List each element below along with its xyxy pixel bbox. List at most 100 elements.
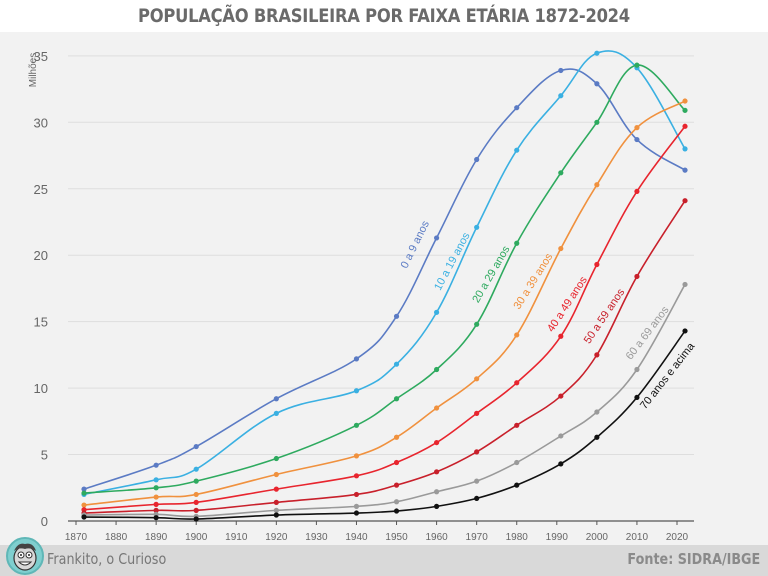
- data-point: [634, 188, 640, 195]
- data-point: [393, 459, 400, 466]
- x-tick-label: 2020: [666, 532, 689, 543]
- data-point: [682, 123, 688, 129]
- data-point: [193, 443, 199, 450]
- data-point: [682, 146, 688, 152]
- data-point: [393, 499, 400, 505]
- data-point: [193, 466, 199, 472]
- data-point: [474, 376, 480, 382]
- data-point: [153, 515, 159, 521]
- data-point: [558, 433, 564, 439]
- source-credit: Fonte: SIDRA/IBGE: [627, 550, 760, 568]
- data-point: [558, 333, 564, 339]
- data-point: [474, 156, 480, 163]
- y-tick-label: 10: [34, 381, 48, 396]
- series-line: [83, 68, 686, 490]
- data-point: [514, 482, 520, 488]
- data-point: [434, 469, 440, 475]
- data-point: [634, 366, 640, 373]
- data-point: [273, 512, 279, 518]
- data-point: [273, 471, 279, 478]
- data-point: [193, 516, 199, 522]
- data-point: [558, 67, 564, 74]
- data-point: [558, 461, 564, 467]
- x-tick-label: 1870: [65, 532, 88, 543]
- y-tick-label: 5: [41, 448, 48, 463]
- data-point: [634, 394, 640, 401]
- data-point: [514, 240, 520, 246]
- y-tick-label: 30: [34, 115, 48, 130]
- data-point: [393, 482, 400, 488]
- data-point: [634, 273, 640, 280]
- data-point: [634, 62, 640, 68]
- chart-title: POPULAÇÃO BRASILEIRA POR FAIXA ETÁRIA 18…: [138, 5, 630, 27]
- data-point: [594, 81, 600, 87]
- x-tick-label: 1980: [506, 532, 529, 543]
- data-point: [682, 198, 688, 204]
- data-point: [353, 503, 360, 509]
- data-point: [393, 313, 400, 319]
- data-point: [153, 501, 159, 507]
- y-tick-label: 25: [34, 182, 48, 197]
- cartoon-face-icon: [6, 537, 44, 575]
- data-point: [193, 499, 199, 505]
- data-point: [558, 393, 564, 399]
- x-tick-label: 1970: [466, 532, 489, 543]
- series-line: [83, 64, 686, 494]
- x-tick-label: 1880: [105, 532, 128, 543]
- data-point: [682, 167, 688, 173]
- data-point: [353, 388, 360, 394]
- x-tick-label: 2010: [626, 532, 649, 543]
- x-tick-label: 1950: [385, 532, 408, 543]
- data-point: [193, 491, 199, 498]
- y-tick-label: 35: [34, 49, 48, 64]
- x-tick-label: 1890: [145, 532, 168, 543]
- x-tick-label: 1900: [185, 532, 208, 543]
- x-tick-label: 1910: [225, 532, 248, 543]
- data-point: [353, 510, 360, 516]
- data-point: [558, 93, 564, 99]
- data-point: [474, 478, 480, 484]
- data-point: [153, 485, 159, 491]
- data-point: [594, 119, 600, 125]
- brand-name: Frankito, o Curioso: [47, 550, 167, 568]
- data-point: [558, 245, 564, 252]
- data-point: [474, 410, 480, 416]
- series-group: [81, 50, 688, 522]
- data-point: [153, 477, 159, 483]
- data-point: [514, 459, 520, 466]
- data-point: [514, 380, 520, 386]
- x-tick-label: 1960: [425, 532, 448, 543]
- data-point: [193, 507, 199, 513]
- data-point: [634, 136, 640, 143]
- data-point: [273, 410, 279, 416]
- data-point: [153, 462, 159, 468]
- data-point: [474, 224, 480, 230]
- data-point: [558, 170, 564, 176]
- data-point: [193, 478, 199, 484]
- data-point: [353, 356, 360, 362]
- data-point: [434, 503, 440, 509]
- data-point: [353, 491, 360, 498]
- data-point: [682, 281, 688, 288]
- series-line: [83, 100, 686, 506]
- data-point: [353, 473, 360, 479]
- data-point: [514, 422, 520, 428]
- x-tick-label: 1990: [546, 532, 569, 543]
- data-point: [594, 409, 600, 415]
- data-point: [273, 486, 279, 492]
- data-point: [153, 494, 159, 500]
- data-point: [393, 396, 400, 402]
- x-tick-label: 1920: [265, 532, 288, 543]
- data-point: [514, 105, 520, 111]
- data-point: [434, 439, 440, 446]
- data-point: [474, 321, 480, 327]
- data-point: [434, 489, 440, 495]
- footer: Frankito, o Curioso Fonte: SIDRA/IBGE: [0, 537, 768, 576]
- y-tick-label: 15: [34, 315, 48, 330]
- data-point: [682, 107, 688, 113]
- series-label: 0 a 9 anos: [399, 219, 433, 271]
- data-point: [81, 486, 87, 492]
- data-point: [634, 125, 640, 131]
